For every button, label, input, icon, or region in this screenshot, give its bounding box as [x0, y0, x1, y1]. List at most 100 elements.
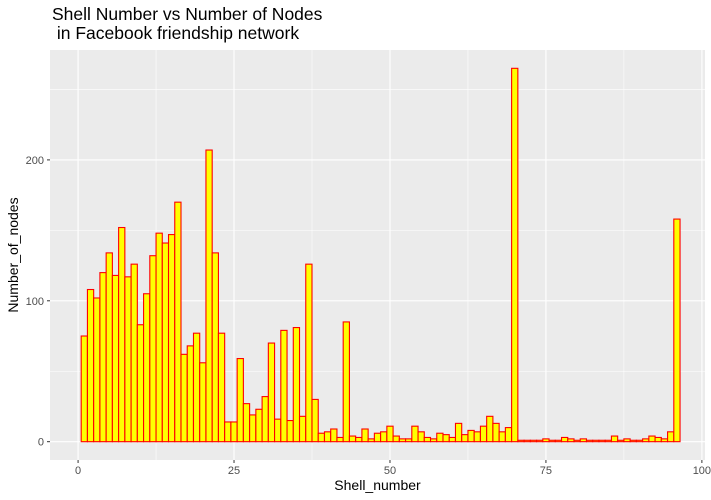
- bar: [573, 439, 581, 443]
- bar: [529, 439, 538, 443]
- bar: [236, 358, 244, 443]
- bar: [392, 435, 400, 443]
- bar: [411, 425, 419, 443]
- bar: [579, 438, 588, 443]
- bar: [361, 428, 369, 443]
- bar: [486, 415, 494, 443]
- bar: [598, 439, 606, 443]
- x-tick-label: 50: [384, 465, 396, 477]
- bar: [261, 396, 269, 443]
- bar: [405, 438, 413, 443]
- bar: [523, 439, 531, 443]
- bar: [373, 432, 382, 443]
- bar: [143, 293, 151, 443]
- bar: [610, 435, 619, 443]
- x-tick-label: 0: [75, 465, 81, 477]
- bar: [105, 252, 113, 443]
- bar: [267, 342, 276, 443]
- bar: [585, 439, 594, 443]
- bar: [342, 321, 350, 443]
- bar: [623, 438, 631, 443]
- bar: [654, 436, 662, 443]
- grid-minor: [50, 50, 705, 460]
- bar: [86, 288, 95, 443]
- x-axis: 0 25 50 75 100: [75, 460, 711, 477]
- bar: [167, 234, 176, 443]
- bar: [180, 353, 188, 443]
- bar: [336, 436, 344, 443]
- bar: [667, 431, 675, 443]
- bar: [498, 431, 506, 443]
- bar: [511, 67, 519, 443]
- bar: [367, 438, 375, 443]
- bar: [380, 431, 388, 443]
- bar: [554, 439, 563, 443]
- bar: [348, 435, 357, 443]
- bar: [136, 324, 145, 443]
- bar: [642, 438, 650, 443]
- bar: [311, 398, 319, 443]
- bar: [292, 327, 301, 443]
- bar: [224, 421, 232, 443]
- bar: [417, 431, 425, 443]
- chart-title-line-2: in Facebook friendship network: [52, 23, 299, 43]
- bar: [230, 421, 238, 443]
- bar: [280, 329, 288, 443]
- bar: [130, 263, 138, 443]
- bars: [80, 67, 681, 443]
- y-axis: 0 100 200: [26, 155, 50, 449]
- bar: [604, 439, 612, 443]
- bar: [205, 149, 213, 443]
- y-tick-label: 0: [38, 437, 44, 449]
- bar: [93, 297, 101, 443]
- chart-title-line-1: Shell Number vs Number of Nodes: [52, 4, 323, 24]
- bar: [542, 438, 550, 443]
- bar: [398, 438, 407, 443]
- bar: [211, 252, 219, 443]
- bar: [448, 436, 457, 443]
- bar: [199, 362, 207, 443]
- bar: [149, 255, 157, 443]
- bar: [305, 263, 313, 443]
- bar: [80, 335, 88, 443]
- x-tick-label: 25: [228, 465, 240, 477]
- bar: [454, 422, 463, 443]
- bar: [217, 332, 226, 443]
- bar: [673, 218, 681, 443]
- bar: [479, 425, 488, 443]
- bar: [592, 439, 600, 443]
- bar: [118, 226, 126, 443]
- bar: [648, 435, 656, 443]
- bar: [467, 429, 475, 443]
- bar: [567, 438, 575, 443]
- bar: [548, 439, 556, 443]
- bar: [423, 436, 432, 443]
- bar: [111, 274, 120, 443]
- bar: [242, 403, 251, 443]
- bar: [617, 439, 625, 443]
- bar: [429, 438, 438, 443]
- bar: [124, 276, 132, 443]
- bar: [492, 422, 500, 443]
- bar: [536, 439, 544, 443]
- y-axis-title: Number_of_nodes: [5, 197, 21, 312]
- bar: [317, 432, 326, 443]
- bar: [99, 272, 107, 443]
- bar: [461, 434, 469, 443]
- bar: [192, 332, 201, 443]
- x-tick-label: 100: [693, 465, 711, 477]
- bar: [286, 419, 294, 443]
- bar: [436, 432, 444, 443]
- y-tick-label: 200: [26, 155, 44, 167]
- bar: [635, 439, 644, 443]
- x-axis-title: Shell_number: [334, 477, 421, 493]
- bar: [660, 438, 669, 443]
- bar: [517, 439, 525, 443]
- bar: [323, 431, 332, 443]
- bar: [629, 439, 637, 443]
- bar: [442, 434, 450, 443]
- x-tick-label: 75: [540, 465, 552, 477]
- bar: [274, 418, 282, 443]
- bar: [161, 242, 170, 443]
